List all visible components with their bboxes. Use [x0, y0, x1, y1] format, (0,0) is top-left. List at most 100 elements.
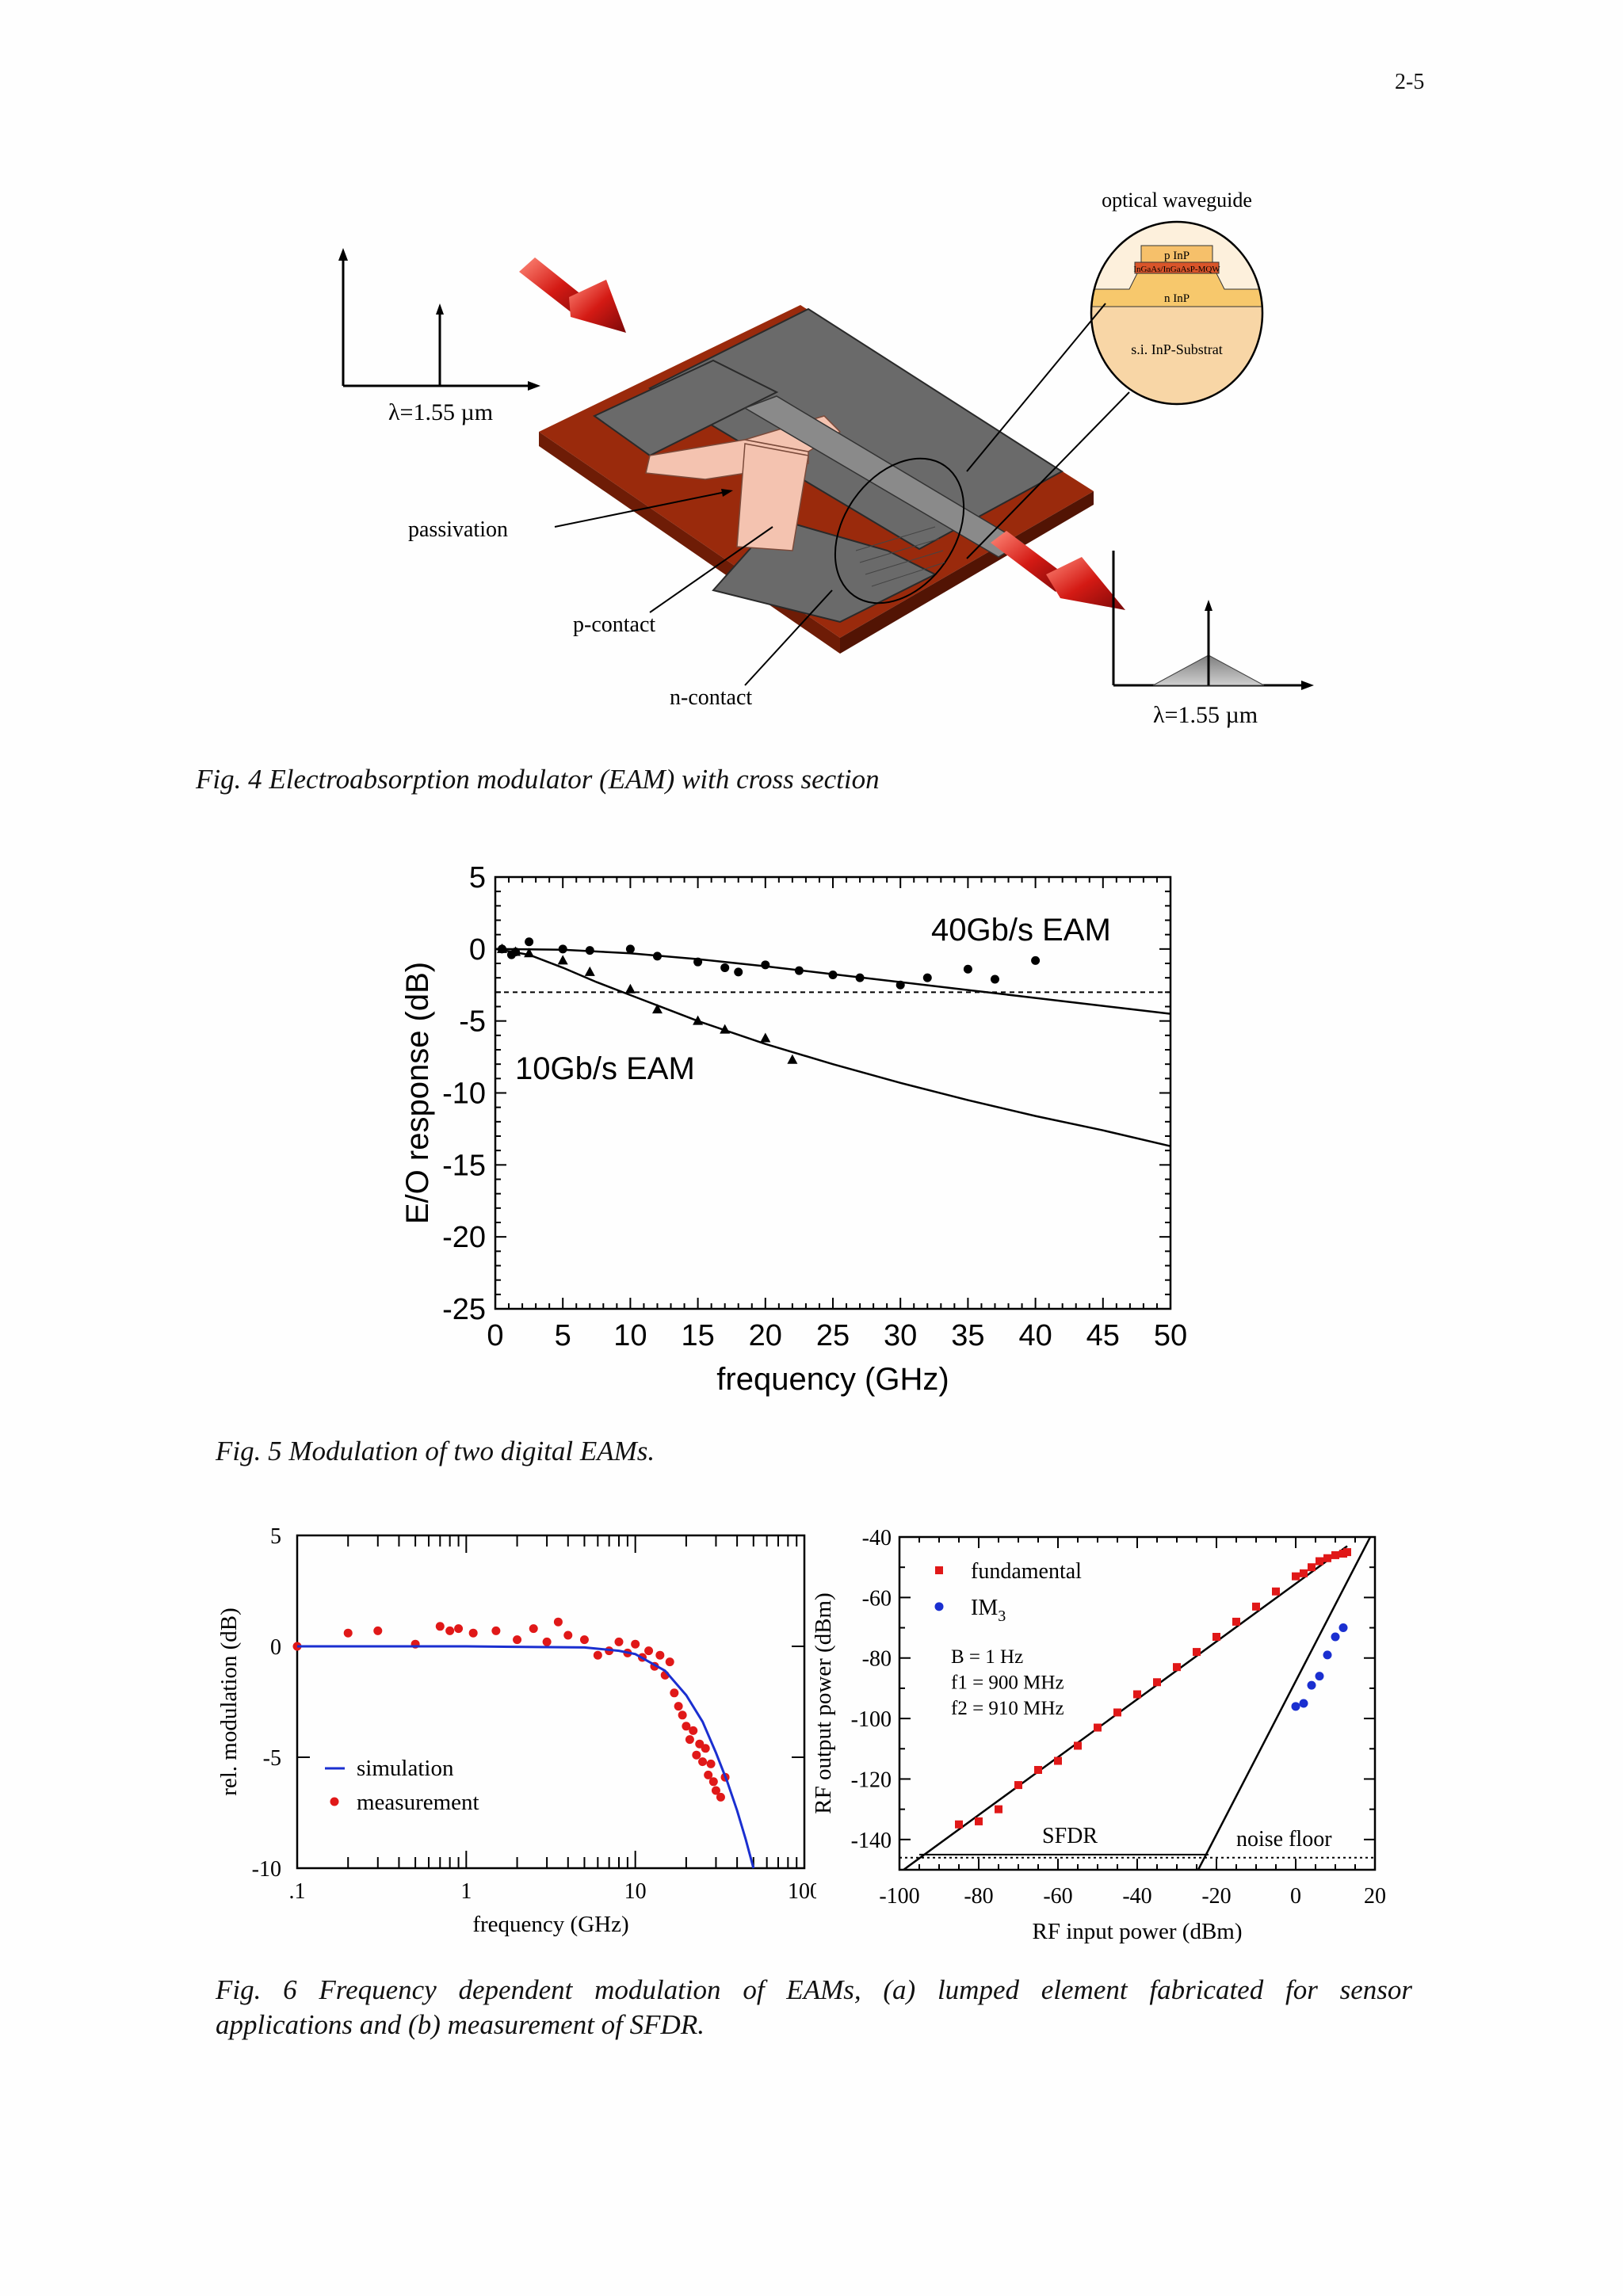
- data-point: [1331, 1550, 1339, 1559]
- data-point: [1133, 1690, 1141, 1699]
- data-point: [896, 980, 905, 990]
- data-point: [445, 1626, 455, 1635]
- legend-measurement-label: measurement: [357, 1790, 479, 1815]
- data-point: [692, 1750, 701, 1760]
- layer-n-inp: n InP: [1164, 292, 1190, 305]
- x-tick-label: 100: [788, 1879, 816, 1904]
- data-point: [1308, 1563, 1316, 1572]
- eo-response-chart: 0 5 10 15 20 25 30 35 40 45 5050-5-10-15-20-25freq…: [400, 861, 1187, 1397]
- data-point: [855, 973, 865, 982]
- x-tick-label: 50: [1154, 1319, 1187, 1352]
- x-tick-label: 40: [1018, 1319, 1052, 1352]
- data-point: [716, 1792, 725, 1802]
- y-tick-label: -60: [862, 1586, 892, 1611]
- x-tick-label: 15: [681, 1319, 714, 1352]
- data-point: [631, 1639, 640, 1649]
- data-point: [682, 1722, 691, 1731]
- legend-fundamental-swatch: [935, 1566, 943, 1574]
- im3-main: IM: [971, 1596, 998, 1620]
- data-point: [720, 963, 730, 972]
- data-point: [760, 1032, 771, 1043]
- data-point: [497, 943, 508, 953]
- data-point: [585, 946, 594, 955]
- data-point: [625, 944, 635, 954]
- annotation-f1: f1 = 900 MHz: [951, 1672, 1064, 1693]
- fundamental-series: [955, 1548, 1351, 1829]
- y-tick-label: -25: [442, 1293, 486, 1326]
- annotation-bandwidth: B = 1 Hz: [951, 1646, 1023, 1668]
- x-tick-label: -40: [1122, 1884, 1151, 1909]
- x-tick-label: -100: [879, 1884, 919, 1909]
- data-point: [1193, 1648, 1201, 1657]
- output-light-arrow: [991, 531, 1125, 610]
- x-tick-label: 10: [624, 1879, 647, 1904]
- data-point: [1173, 1663, 1181, 1672]
- x-tick-label: 0: [487, 1319, 503, 1352]
- y-tick-label: 0: [270, 1635, 281, 1660]
- y-tick-label: 0: [469, 933, 486, 967]
- optical-waveguide-label: optical waveguide: [1102, 189, 1252, 212]
- x-tick-label: 1: [460, 1879, 472, 1904]
- y-tick-label: -100: [851, 1707, 892, 1732]
- n-contact-label: n-contact: [670, 685, 752, 710]
- lambda-input-label: λ=1.55 µm: [388, 399, 493, 425]
- data-point: [1291, 1702, 1300, 1711]
- data-point: [922, 973, 932, 982]
- data-point: [1300, 1569, 1308, 1577]
- input-light-arrow: [519, 257, 626, 333]
- plot-frame: [296, 1534, 806, 1870]
- data-point: [1307, 1680, 1316, 1690]
- x-tick-label: 0: [1290, 1884, 1301, 1909]
- data-point: [468, 1628, 478, 1638]
- figure-6b: -100 -80 -60 -40 -20 0 20 -40 -60 -80 -100 -120 -140…: [808, 1509, 1411, 1957]
- data-point: [828, 971, 838, 980]
- data-point: [1272, 1587, 1280, 1596]
- fit-line: [495, 948, 1171, 1147]
- data-point: [558, 944, 567, 954]
- fig4-caption: Fig. 4 Electroabsorption modulator (EAM)…: [196, 764, 880, 795]
- y-tick-label: -5: [263, 1746, 281, 1771]
- fig6-caption: Fig. 6 Frequency dependent modulation of…: [216, 1973, 1412, 2042]
- data-point: [995, 1805, 1002, 1814]
- data-point: [491, 1626, 501, 1635]
- x-tick-label: 5: [555, 1319, 571, 1352]
- x-axis-label: frequency (GHz): [716, 1362, 949, 1397]
- x-tick-label: 25: [816, 1319, 850, 1352]
- layer-mqw: InGaAs/InGaAsP-MQW: [1133, 265, 1220, 274]
- fig5-caption: Fig. 5 Modulation of two digital EAMs.: [216, 1436, 655, 1466]
- x-tick-label: 45: [1086, 1319, 1120, 1352]
- data-point: [706, 1759, 716, 1768]
- data-point: [1292, 1572, 1300, 1581]
- sfdr-label: SFDR: [1042, 1824, 1098, 1848]
- data-point: [624, 983, 636, 994]
- legend-measurement-swatch: [330, 1797, 339, 1806]
- data-point: [1031, 955, 1041, 965]
- output-spectrum-axes: [1112, 551, 1314, 690]
- data-point: [614, 1637, 624, 1646]
- p-contact-label: p-contact: [573, 612, 655, 637]
- data-point: [655, 1650, 665, 1660]
- simulation-line: [297, 1645, 755, 1869]
- data-point: [1074, 1741, 1082, 1750]
- x-tick-label: 10: [613, 1319, 647, 1352]
- rel-modulation-chart: .1 1 10 100 5 0 -5 -10 frequency (GHz) rel. modul…: [216, 1524, 821, 1937]
- x-tick-label: 30: [884, 1319, 917, 1352]
- y-axis-label: rel. modulation (dB): [216, 1608, 242, 1796]
- figure-5: 0 5 10 15 20 25 30 35 40 45 50 5 0 -5 -10 -15 -20 -25 freq…: [388, 844, 1220, 1418]
- lambda-output-label: λ=1.55 µm: [1153, 702, 1258, 728]
- y-tick-label: -20: [442, 1221, 486, 1254]
- input-spectrum-axes: [338, 248, 540, 391]
- data-point: [542, 1637, 552, 1646]
- y-tick-label: -10: [252, 1857, 281, 1882]
- annotation-f2: f2 = 910 MHz: [951, 1698, 1064, 1719]
- x-tick-label: 20: [1364, 1884, 1386, 1909]
- im3-series: [1291, 1623, 1348, 1711]
- legend-im3-label: IM3: [971, 1596, 1006, 1625]
- data-point: [557, 955, 568, 965]
- data-point: [1034, 1766, 1042, 1774]
- series-10g: [495, 943, 1171, 1147]
- x-tick-label: 35: [951, 1319, 984, 1352]
- x-tick-label: 20: [749, 1319, 782, 1352]
- data-point: [1094, 1723, 1102, 1732]
- data-point: [674, 1702, 683, 1711]
